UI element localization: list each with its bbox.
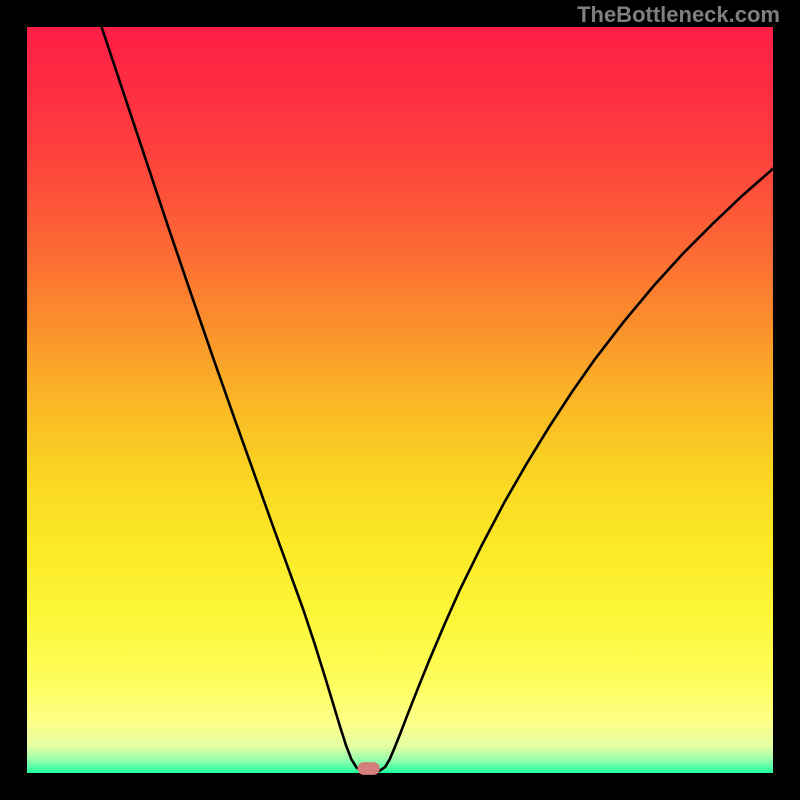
watermark-text: TheBottleneck.com — [577, 2, 780, 28]
optimum-marker — [357, 762, 379, 775]
chart-frame: { "watermark": { "text": "TheBottleneck.… — [0, 0, 800, 800]
chart-svg — [0, 0, 800, 800]
